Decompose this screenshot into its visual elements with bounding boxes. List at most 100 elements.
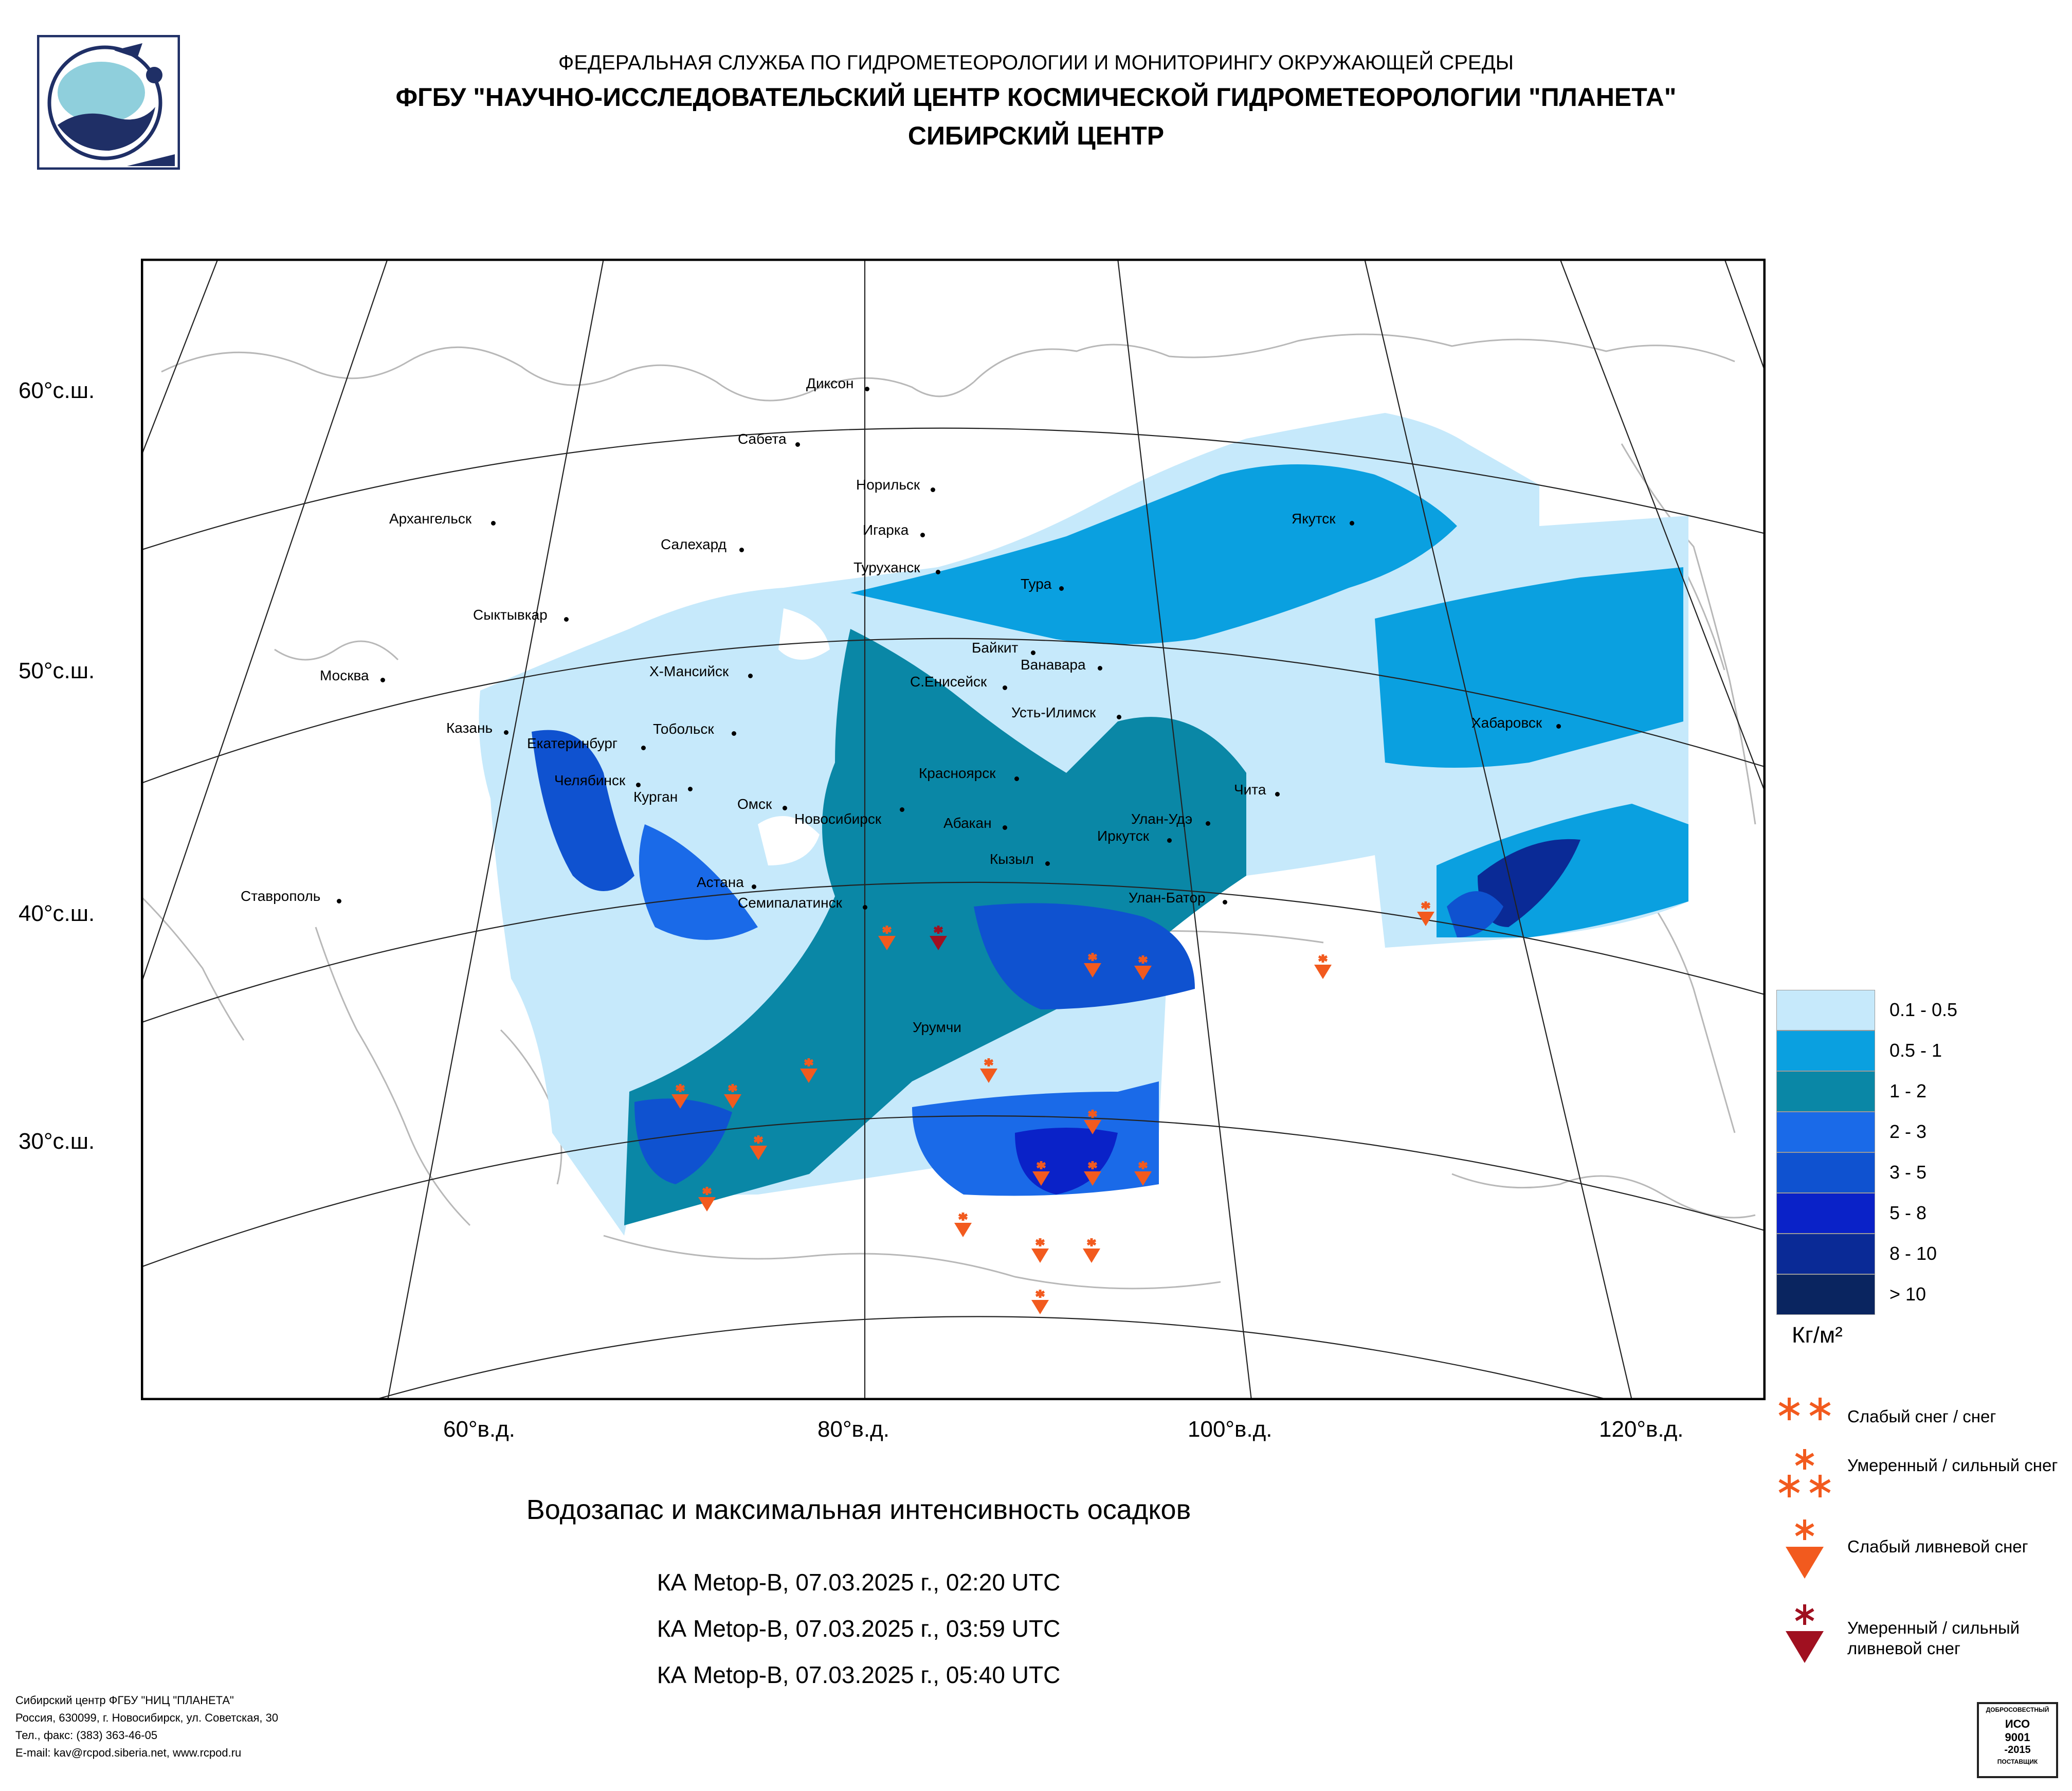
light-shower-snow-icon xyxy=(1084,1161,1101,1186)
lon-label-60: 60°в.д. xyxy=(443,1417,516,1442)
city-label: Красноярск xyxy=(919,765,996,781)
city-dot xyxy=(783,806,787,810)
legend-swatch xyxy=(1776,1193,1875,1234)
legend-range: > 10 xyxy=(1889,1283,1926,1305)
city-label: Казань xyxy=(446,720,493,736)
legend-swatch xyxy=(1776,1234,1875,1274)
legend-swatch xyxy=(1776,1071,1875,1112)
legend-swatch xyxy=(1776,990,1875,1030)
city-dot xyxy=(1059,586,1064,591)
lat-label-50: 50°с.ш. xyxy=(19,658,95,683)
footer-phone: Тел., факс: (383) 363-46-05 xyxy=(15,1729,158,1742)
city-dot xyxy=(1350,521,1354,526)
city-dot xyxy=(795,442,800,447)
city-dot xyxy=(900,807,904,812)
city-label: Астана xyxy=(697,874,744,890)
city-label: Семипалатинск xyxy=(738,895,842,911)
footer-org: Сибирский центр ФГБУ "НИЦ "ПЛАНЕТА" xyxy=(15,1694,234,1707)
light-shower-snow-icon xyxy=(1084,953,1101,978)
city-dot xyxy=(863,905,867,910)
city-label: Кызыл xyxy=(990,851,1034,867)
city-dot xyxy=(380,678,385,682)
city-label: Ставрополь xyxy=(241,888,321,904)
city-label: Улан-Удэ xyxy=(1131,811,1193,827)
city-dot xyxy=(1014,776,1019,781)
snow-light-icon xyxy=(1778,1398,1831,1420)
satellite-pass: КА Metop-B, 07.03.2025 г., 02:20 UTC xyxy=(657,1569,1061,1596)
city-label: Челябинск xyxy=(554,772,626,788)
city-label: Курган xyxy=(633,789,678,805)
graticule xyxy=(142,260,1765,1399)
city-label: Норильск xyxy=(856,477,920,493)
legend-swatch xyxy=(1776,1274,1875,1315)
lon-label-80: 80°в.д. xyxy=(817,1417,890,1442)
city-label: Иркутск xyxy=(1097,828,1150,844)
city-dot xyxy=(748,674,753,678)
city-label: Новосибирск xyxy=(794,811,882,827)
legend-range: 5 - 8 xyxy=(1889,1202,1927,1223)
lon-label-120: 120°в.д. xyxy=(1599,1417,1684,1442)
city-label: Байкит xyxy=(972,640,1019,656)
legend-range: 0.1 - 0.5 xyxy=(1889,999,1958,1020)
city-dot xyxy=(732,731,736,736)
cert-text: ИСО xyxy=(2005,1717,2030,1730)
city-label: Улан-Батор xyxy=(1129,890,1206,906)
legend-snow-heavy-label: Умеренный / сильный снег xyxy=(1847,1456,2058,1475)
city-label: Хабаровск xyxy=(1471,715,1542,731)
city-dot xyxy=(1223,900,1227,904)
city-dot xyxy=(865,387,869,391)
city-dot xyxy=(739,548,744,552)
cert-text: -2015 xyxy=(2004,1744,2031,1756)
light-shower-snow-icon xyxy=(671,1084,689,1109)
map-title: Водозапас и максимальная интенсивность о… xyxy=(526,1494,1191,1525)
city-dot xyxy=(564,617,569,622)
legend-range: 2 - 3 xyxy=(1889,1121,1927,1142)
precipitation-map xyxy=(141,259,1766,1400)
header-agency: ФЕДЕРАЛЬНАЯ СЛУЖБА ПО ГИДРОМЕТЕОРОЛОГИИ … xyxy=(558,51,1514,74)
city-label: Ванавара xyxy=(1021,657,1086,673)
city-dot xyxy=(1275,792,1280,797)
legend-range: 1 - 2 xyxy=(1889,1080,1927,1101)
cert-text: 9001 xyxy=(2005,1731,2030,1744)
snow-heavy-icon xyxy=(1778,1449,1831,1497)
footer-address: Россия, 630099, г. Новосибирск, ул. Сове… xyxy=(15,1711,279,1724)
cert-text: ПОСТАВЩИК xyxy=(1997,1758,2038,1765)
legend-shower-heavy-label: Умеренный / сильный ливневой снег xyxy=(1847,1618,2020,1658)
city-dot xyxy=(641,746,646,750)
city-dot xyxy=(1167,838,1172,843)
city-label: С.Енисейск xyxy=(910,674,987,690)
city-label: Диксон xyxy=(806,375,854,391)
city-dot xyxy=(688,787,693,791)
city-label: Туруханск xyxy=(853,559,920,575)
city-dot xyxy=(1003,825,1007,830)
satellite-pass: КА Metop-B, 07.03.2025 г., 05:40 UTC xyxy=(657,1661,1061,1688)
city-label: Омск xyxy=(737,796,772,812)
footer-contacts: Сибирский центр ФГБУ "НИЦ "ПЛАНЕТА" Росс… xyxy=(15,1692,278,1762)
light-shower-snow-icon xyxy=(1314,954,1332,979)
legend-range: 3 - 5 xyxy=(1889,1162,1927,1183)
light-shower-snow-icon xyxy=(1417,901,1434,926)
lat-label-60: 60°с.ш. xyxy=(19,378,95,403)
footer-email: E-mail: kav@rcpod.siberia.net, www.rcpod… xyxy=(15,1746,242,1759)
city-label: Тура xyxy=(1021,576,1052,592)
lat-label-40: 40°с.ш. xyxy=(19,901,95,926)
legend-swatch xyxy=(1776,1152,1875,1193)
city-dot xyxy=(1117,715,1121,719)
header-institute: ФГБУ "НАУЧНО-ИССЛЕДОВАТЕЛЬСКИЙ ЦЕНТР КОС… xyxy=(395,83,1677,112)
city-dot xyxy=(920,533,925,537)
legend-swatch xyxy=(1776,1030,1875,1071)
light-shower-snow-icon xyxy=(980,1058,997,1083)
iso-certificate-badge: ДОБРОСОВЕСТНЫЙ ИСО 9001 -2015 ПОСТАВЩИК xyxy=(1977,1702,2058,1778)
city-label: Чита xyxy=(1234,782,1266,798)
city-dot xyxy=(936,570,940,574)
satellite-pass: КА Metop-B, 07.03.2025 г., 03:59 UTC xyxy=(657,1615,1061,1642)
light-shower-snow-icon xyxy=(1031,1290,1049,1314)
light-shower-snow-icon xyxy=(698,1187,716,1211)
city-dot xyxy=(504,730,508,735)
city-dot xyxy=(1031,650,1035,655)
legend-snow-light-label: Слабый снег / снег xyxy=(1847,1407,1996,1426)
city-label: Х-Мансийск xyxy=(649,663,729,679)
header-center: СИБИРСКИЙ ЦЕНТР xyxy=(907,121,1165,150)
light-shower-snow-icon xyxy=(954,1213,972,1237)
city-dot xyxy=(1556,724,1561,729)
